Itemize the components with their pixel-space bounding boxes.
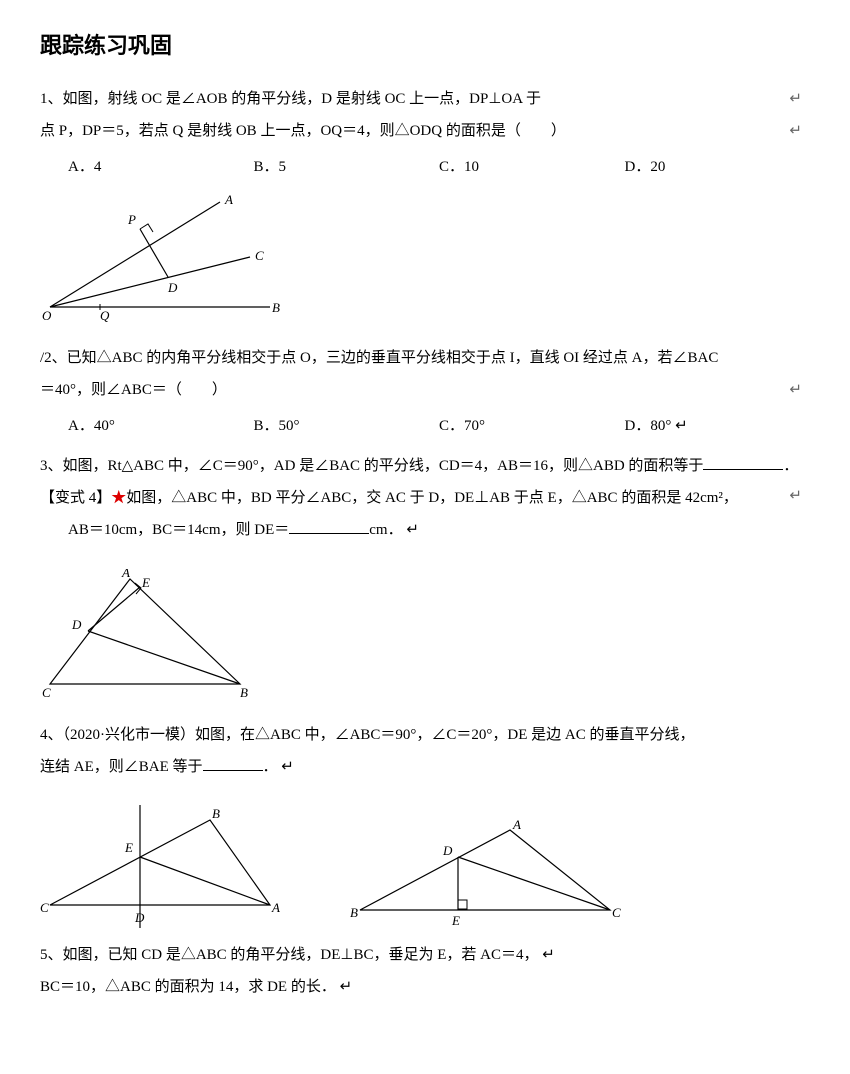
fig1-O: O (42, 308, 52, 322)
fig4-B: B (350, 905, 358, 920)
fig2-D: D (71, 617, 82, 632)
q4-end: ． (263, 759, 278, 775)
q2-opt-b: B．50° (254, 411, 440, 441)
fig1-A: A (224, 192, 233, 207)
q5-t1: 5、如图，已知 CD 是△ABC 的角平分线，DE⊥BC，垂足为 E，若 AC＝… (40, 947, 539, 963)
ret: ↵ (281, 759, 294, 775)
fig3-A: A (271, 900, 280, 915)
q3: 3、如图，Rt△ABC 中，∠C＝90°，AD 是∠BAC 的平分线，CD＝4，… (40, 451, 810, 481)
ret: ↵ (542, 947, 555, 963)
q5-line2: BC＝10，△ABC 的面积为 14，求 DE 的长． ↵ (40, 972, 810, 1002)
figure-1: A P C D O Q B (40, 192, 810, 333)
fig2-B: B (240, 685, 248, 699)
ret: ↵ (789, 375, 802, 405)
fig4-C: C (612, 905, 621, 920)
fig2-E: E (141, 575, 150, 590)
fig4-D: D (442, 843, 453, 858)
fig1-Q: Q (100, 308, 110, 322)
figure-row: B E C D A A D B E C (40, 800, 810, 930)
tx4-t2: AB＝10cm，BC＝14cm，则 DE＝ (68, 522, 289, 538)
fig2-C: C (42, 685, 51, 699)
q5-line1: 5、如图，已知 CD 是△ABC 的角平分线，DE⊥BC，垂足为 E，若 AC＝… (40, 940, 810, 970)
ret: ↵ (406, 522, 419, 538)
q4-line1: 4、（2020·兴化市一模）如图，在△ABC 中，∠ABC＝90°，∠C＝20°… (40, 720, 810, 750)
q1-opt-d: D．20 (625, 152, 811, 182)
q1-opt-c: C．10 (439, 152, 625, 182)
q2-opt-d: D．80° ↵ (625, 411, 811, 441)
tx4-line1: 【变式 4】★如图，△ABC 中，BD 平分∠ABC，交 AC 于 D，DE⊥A… (40, 483, 810, 513)
q1-line2: 点 P，DP＝5，若点 Q 是射线 OB 上一点，OQ＝4，则△ODQ 的面积是… (40, 116, 810, 146)
q5-t2: BC＝10，△ABC 的面积为 14，求 DE 的长． (40, 979, 336, 995)
q1-t2: 点 P，DP＝5，若点 Q 是射线 OB 上一点，OQ＝4，则△ODQ 的面积是… (40, 123, 566, 139)
fig1-P: P (127, 212, 136, 227)
fig3-E: E (124, 840, 133, 855)
fig3-C: C (40, 900, 49, 915)
q4-blank (203, 770, 263, 771)
q2-line1: /2、已知△ABC 的内角平分线相交于点 O，三边的垂直平分线相交于点 I，直线… (40, 343, 810, 373)
q1-options: A．4 B．5 C．10 D．20 (68, 152, 810, 182)
q2-d-text: D．80° (625, 418, 672, 434)
q1-t1: 1、如图，射线 OC 是∠AOB 的角平分线，D 是射线 OC 上一点，DP⊥O… (40, 91, 541, 107)
star-icon: ★ (111, 490, 126, 506)
page-title: 跟踪练习巩固 (40, 24, 810, 68)
q2-t2: ＝40°，则∠ABC＝（ ） (40, 382, 227, 398)
fig3-D: D (134, 910, 145, 925)
figure-2: A E D C B (40, 569, 810, 710)
tx4-line2: AB＝10cm，BC＝14cm，则 DE＝ cm． ↵ (68, 515, 810, 545)
figure-3: B E C D A (40, 800, 290, 930)
figure-4: A D B E C (350, 815, 630, 930)
tx4-blank (289, 533, 369, 534)
ret: ↵ (789, 84, 802, 114)
fig1-B: B (272, 300, 280, 315)
q3-blank (703, 469, 783, 470)
ret: ↵ (675, 418, 688, 434)
q1-opt-b: B．5 (254, 152, 440, 182)
tx4-unit: cm． (369, 522, 402, 538)
fig1-C: C (255, 248, 264, 263)
q3-text: 3、如图，Rt△ABC 中，∠C＝90°，AD 是∠BAC 的平分线，CD＝4，… (40, 458, 703, 474)
ret: ↵ (340, 979, 353, 995)
q4-line2: 连结 AE，则∠BAE 等于 ． ↵ (40, 752, 810, 782)
ret: ↵ (789, 481, 802, 511)
q4-t2: 连结 AE，则∠BAE 等于 (40, 759, 203, 775)
q1-line1: 1、如图，射线 OC 是∠AOB 的角平分线，D 是射线 OC 上一点，DP⊥O… (40, 84, 810, 114)
fig2-A: A (121, 569, 130, 580)
ret: ↵ (789, 116, 802, 146)
q2-opt-a: A．40° (68, 411, 254, 441)
q2-options: A．40° B．50° C．70° D．80° ↵ (68, 411, 810, 441)
q2-opt-c: C．70° (439, 411, 625, 441)
q2-line2: ＝40°，则∠ABC＝（ ） ↵ (40, 375, 810, 405)
fig4-A: A (512, 817, 521, 832)
fig1-D: D (167, 280, 178, 295)
fig4-E: E (451, 913, 460, 928)
fig3-B: B (212, 806, 220, 821)
q1-opt-a: A．4 (68, 152, 254, 182)
